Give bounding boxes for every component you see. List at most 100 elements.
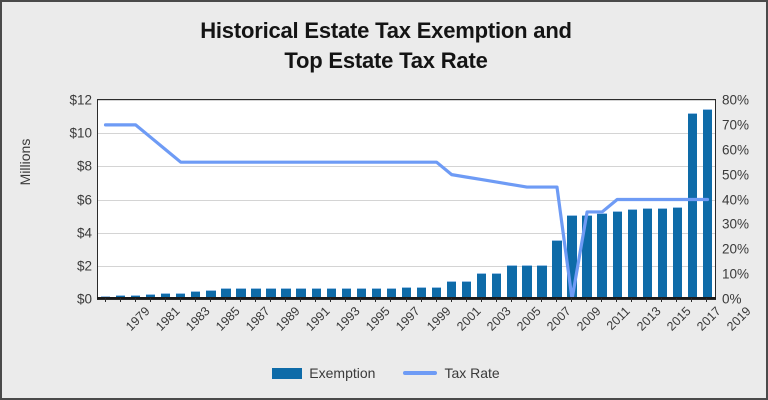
bar-exemption [221, 288, 231, 299]
x-axis-tick-label: 2011 [603, 304, 633, 333]
bar-exemption [251, 288, 261, 299]
tax-rate-line [103, 123, 710, 299]
x-axis-tick-mark [495, 298, 497, 302]
bar-exemption [146, 294, 156, 299]
x-axis-tick-mark [691, 298, 693, 302]
bar-exemption [191, 291, 201, 299]
bar-exemption [371, 288, 382, 299]
x-axis-tick-mark [706, 298, 708, 302]
x-axis-tick-mark [571, 298, 573, 302]
x-axis-tick-label: 1979 [122, 304, 153, 334]
bar-exemption [311, 288, 321, 299]
x-axis-tick-mark [270, 298, 272, 302]
bar-exemption [266, 288, 276, 299]
x-axis-tick-mark [149, 298, 151, 302]
bar-exemption [672, 206, 683, 299]
y-axis-tick-label-left: $10 [69, 125, 92, 141]
x-axis-tick-mark [315, 298, 317, 302]
gridline [98, 199, 715, 201]
x-axis-tick-mark [194, 298, 196, 302]
y-axis-tick-label-right: 20% [722, 241, 750, 257]
bar-exemption [702, 108, 713, 299]
x-axis-tick-label: 1997 [393, 304, 424, 334]
x-axis-tick-mark [405, 298, 407, 302]
x-axis-tick-mark [345, 298, 347, 302]
bar-exemption [416, 286, 427, 299]
x-axis-tick-mark [676, 298, 678, 302]
bar-exemption [401, 287, 412, 299]
chart-legend: Exemption Tax Rate [2, 365, 768, 381]
legend-bar-swatch-icon [272, 367, 303, 379]
x-axis-tick-mark [450, 298, 452, 302]
legend-label-tax-rate: Tax Rate [444, 365, 500, 381]
x-axis-tick-label: 1995 [363, 304, 394, 334]
x-axis-tick-mark [179, 298, 181, 302]
y-axis-tick-label-left: $2 [76, 258, 92, 274]
y-axis-tick-label-right: 60% [722, 142, 750, 157]
x-axis-tick-mark [480, 298, 482, 302]
bar-exemption [627, 209, 637, 299]
y-axis-tick-label-left: $12 [69, 92, 92, 108]
x-axis-tick-mark [420, 298, 422, 302]
legend-item-tax-rate[interactable]: Tax Rate [403, 365, 500, 381]
y-axis-tick-label-right: 80% [722, 92, 750, 108]
legend-label-exemption: Exemption [309, 365, 376, 381]
x-axis-tick-label: 2007 [544, 304, 574, 334]
bar-exemption [537, 264, 547, 299]
x-axis-tick-mark [255, 298, 256, 302]
x-axis-tick-label: 1987 [243, 304, 273, 334]
bar-exemption [341, 288, 351, 299]
bar-exemption [206, 289, 216, 299]
bar-exemption [552, 239, 562, 299]
x-axis-tick-mark [646, 298, 648, 302]
x-axis-tick-mark [224, 298, 226, 302]
gridline [98, 232, 715, 234]
x-axis-tick-label: 2005 [513, 304, 544, 334]
bar-exemption [281, 288, 291, 299]
x-axis-tick-label: 1999 [423, 304, 454, 334]
x-axis-tick-label: 1983 [182, 304, 213, 334]
x-axis-tick-mark [435, 298, 437, 302]
x-axis-tick-mark [239, 298, 241, 302]
legend-line-swatch-icon [403, 371, 438, 375]
bar-exemption [522, 264, 532, 299]
x-axis-tick-mark [390, 298, 392, 302]
x-axis-tick-mark [510, 298, 512, 302]
bar-exemption [612, 210, 622, 299]
x-axis-tick-label: 2013 [634, 304, 664, 334]
gridline [98, 100, 715, 101]
x-axis-tick-label: 1991 [303, 304, 333, 334]
bar-exemption [431, 286, 442, 299]
bar-exemption [642, 207, 652, 299]
x-axis-tick-mark [616, 298, 618, 302]
y-axis-tick-label-right: 30% [722, 216, 750, 232]
y-axis-tick-label-left: $4 [76, 224, 92, 240]
x-axis-tick-label: 2001 [453, 304, 484, 334]
gridline [98, 265, 715, 267]
x-axis-tick-label: 2015 [664, 304, 694, 334]
tax-rate-line-layer [103, 123, 710, 299]
x-axis-tick-mark [555, 298, 557, 302]
x-axis-tick-mark [300, 298, 302, 302]
y-axis-tick-label-right: 50% [722, 166, 750, 182]
bar-exemption [462, 281, 472, 299]
x-axis-tick-label: 2003 [483, 304, 514, 334]
legend-item-exemption[interactable]: Exemption [272, 365, 375, 381]
y-axis-tick-label-left: $6 [76, 191, 92, 207]
x-axis-tick-mark [164, 298, 166, 302]
page-title: Historical Estate Tax Exemption and Top … [2, 16, 768, 76]
x-axis-tick-mark [375, 298, 377, 302]
x-axis-tick-mark [601, 298, 603, 302]
x-axis-tick-label: 1989 [273, 304, 303, 334]
bar-exemption [296, 288, 306, 299]
bar-exemption [446, 281, 457, 299]
x-axis-tick-mark [360, 298, 362, 302]
x-axis-tick-mark [631, 298, 633, 302]
y-axis-tick-label-right: 40% [722, 191, 750, 207]
x-axis-tick-label: 2019 [724, 304, 755, 334]
x-axis-tick-mark [586, 298, 588, 302]
bar-exemption [236, 288, 246, 299]
bar-exemption [687, 112, 698, 299]
x-axis-tick-mark [104, 298, 106, 302]
